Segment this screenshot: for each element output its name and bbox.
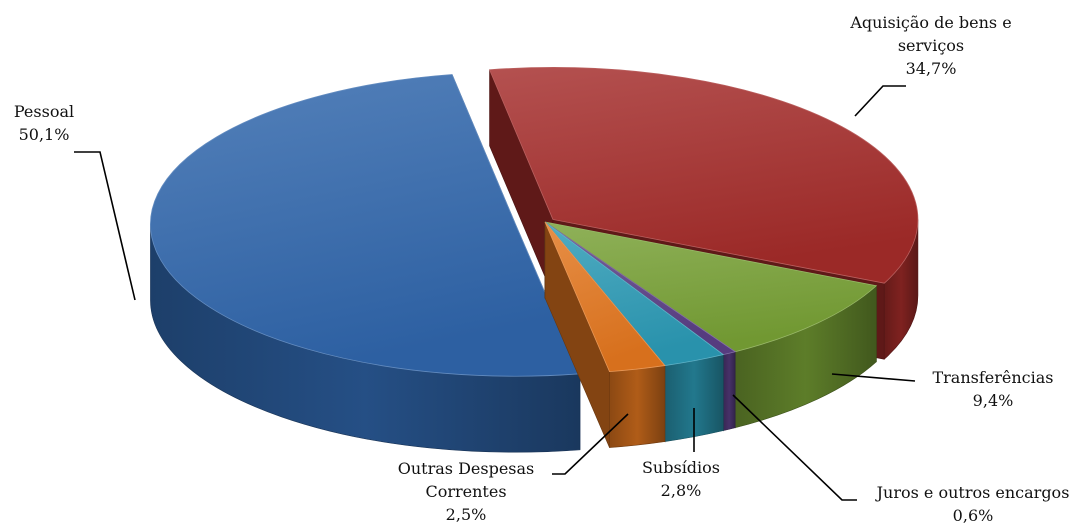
- pie-slice-pessoal: [150, 74, 581, 453]
- data-label-name-transferencias: Transferências: [932, 368, 1053, 387]
- leader-line-juros-e-outros-encargos: [732, 394, 857, 501]
- data-label-name-outras-despesas-correntes: Correntes: [425, 482, 506, 501]
- pie-slices: [150, 67, 919, 453]
- pie-slice-top: [544, 221, 666, 373]
- pie-slice-top: [544, 221, 878, 353]
- pie-slice-outras-despesas-correntes: [544, 221, 666, 448]
- leader-line-aquisicao-de-bens-e-servicos: [854, 85, 906, 117]
- pie-labels: Aquisição de bens e serviços 34,7% Transfer…: [14, 13, 1070, 525]
- data-label-name-aquisicao-de-bens-e-servicos: Aquisição de bens e: [849, 13, 1011, 32]
- data-label-value-aquisicao-de-bens-e-servicos: 34,7%: [906, 59, 957, 78]
- pie-slice-top: [488, 67, 919, 284]
- data-label-value-outras-despesas-correntes: 2,5%: [446, 505, 487, 524]
- data-label-name-juros-e-outros-encargos: Juros e outros encargos: [875, 483, 1070, 502]
- data-label-value-transferencias: 9,4%: [973, 391, 1014, 410]
- pie-slice-outer-wall: [722, 351, 736, 432]
- leader-line-outras-despesas-correntes: [552, 413, 629, 475]
- leader-line-pessoal: [74, 151, 136, 301]
- leader-line-transferencias: [831, 373, 916, 382]
- data-label-name-outras-despesas-correntes: Outras Despesas: [398, 459, 535, 478]
- pie-slice-outer-wall: [609, 365, 666, 448]
- pie-slice-top: [150, 74, 581, 377]
- data-label-value-juros-e-outros-encargos: 0,6%: [953, 506, 994, 525]
- data-label-name-aquisicao-de-bens-e-servicos: serviços: [898, 36, 964, 55]
- data-label-name-subsidios: Subsídios: [642, 458, 720, 477]
- data-label-value-pessoal: 50,1%: [19, 125, 70, 144]
- data-label-name-pessoal: Pessoal: [14, 102, 74, 121]
- data-label-value-subsidios: 2,8%: [661, 481, 702, 500]
